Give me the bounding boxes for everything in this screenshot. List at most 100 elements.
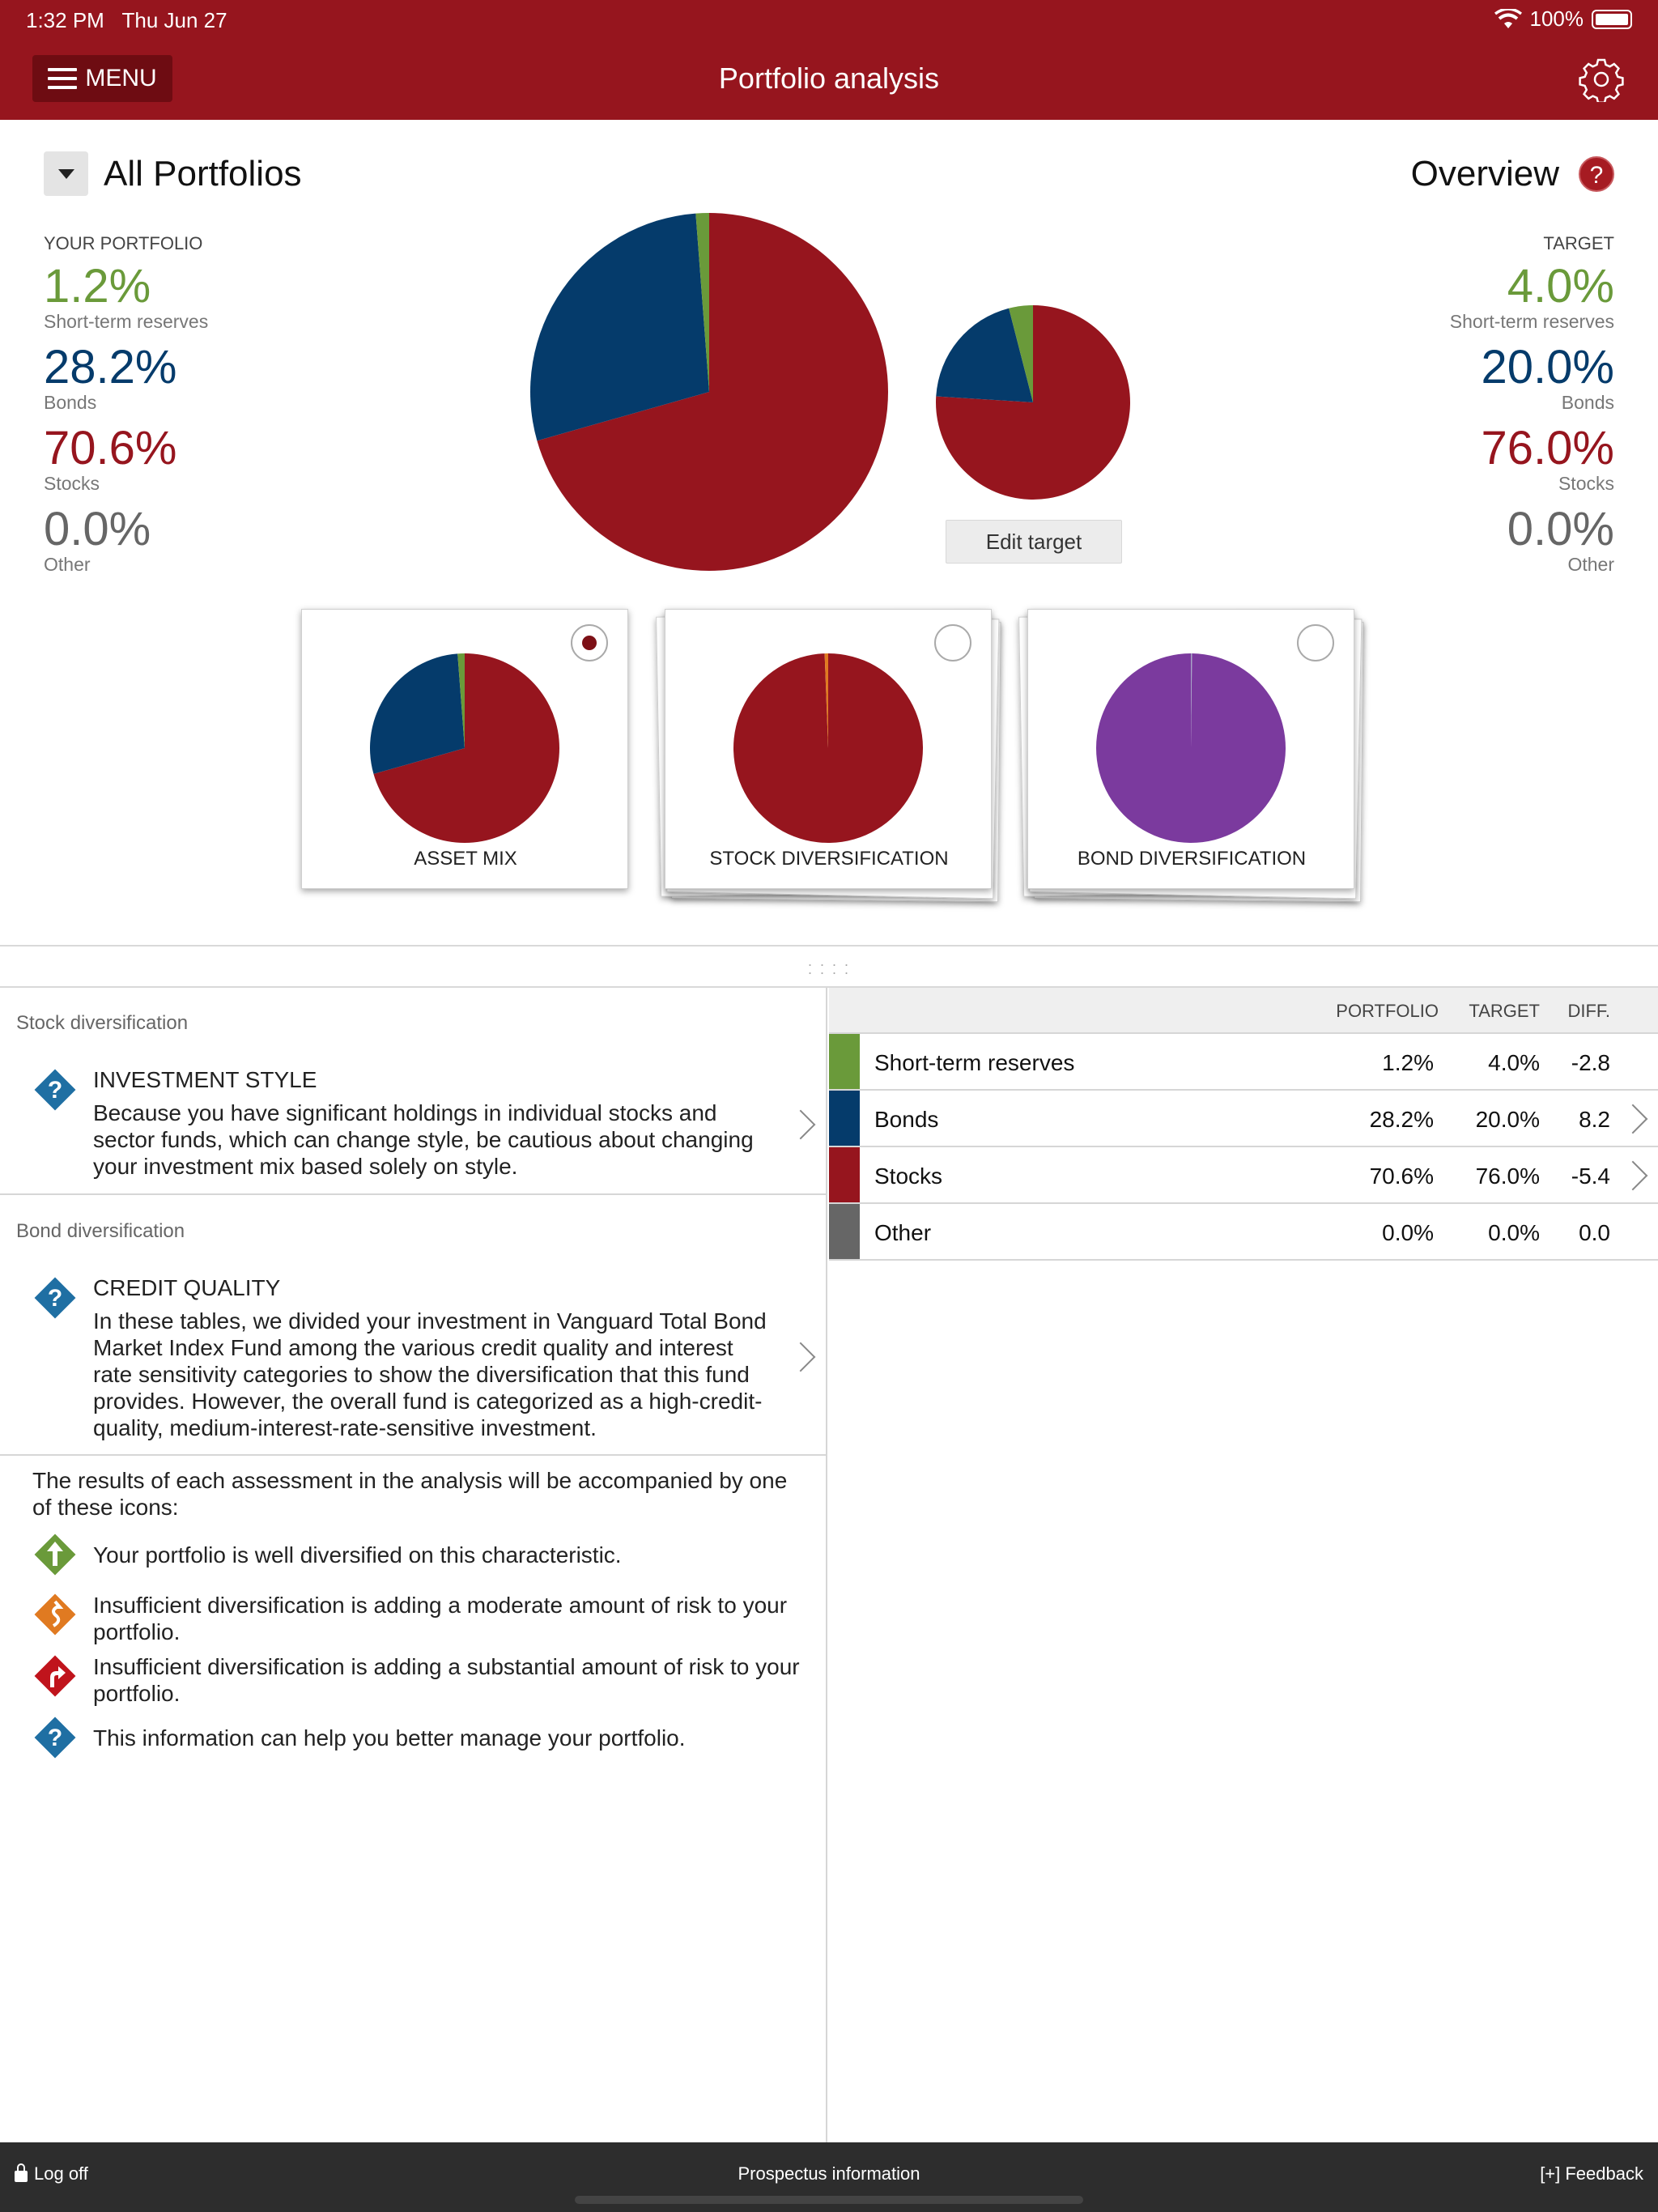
card-label: BOND DIVERSIFICATION xyxy=(1077,848,1307,870)
winding-road-orange-icon xyxy=(34,1593,76,1636)
prospectus-link[interactable]: Prospectus information xyxy=(738,2163,920,2184)
row-portfolio: 1.2% xyxy=(1382,1050,1434,1075)
your-portfolio-column: YOUR PORTFOLIO 1.2% Short-term reserves … xyxy=(44,233,287,586)
row-portfolio: 28.2% xyxy=(1369,1107,1434,1132)
gear-icon[interactable] xyxy=(1579,57,1624,102)
stat-label: Bonds xyxy=(1561,392,1614,413)
target-stat-bonds: 20.0% Bonds xyxy=(1371,343,1614,424)
logoff-label: Log off xyxy=(34,2163,88,2184)
stat-pct: 76.0% xyxy=(1481,422,1614,474)
bond-diversification-pie xyxy=(1096,653,1286,843)
pane-divider xyxy=(0,945,1658,946)
svg-text:?: ? xyxy=(48,1725,62,1751)
hamburger-icon xyxy=(48,68,78,89)
legend-item-well-diversified: Your portfolio is well diversified on th… xyxy=(32,1532,810,1577)
help-icon[interactable]: ? xyxy=(1579,156,1614,192)
card-label: ASSET MIX xyxy=(414,848,517,870)
status-indicators: 100% xyxy=(1494,6,1632,32)
investment-style-assessment[interactable]: ? INVESTMENT STYLE Because you have sign… xyxy=(0,1067,826,1180)
your-portfolio-heading: YOUR PORTFOLIO xyxy=(44,233,203,253)
stat-stocks: 70.6% Stocks xyxy=(44,424,287,505)
color-swatch xyxy=(829,1147,860,1202)
row-name: Other xyxy=(874,1220,932,1245)
info-question-icon: ? xyxy=(34,1716,76,1759)
stat-label: Stocks xyxy=(1558,473,1614,494)
color-swatch xyxy=(829,1034,860,1089)
stock-diversification-card[interactable]: STOCK DIVERSIFICATION xyxy=(656,609,1001,903)
footer-bar: Log off Prospectus information [+] Feedb… xyxy=(0,2142,1658,2212)
pie-slice-bonds xyxy=(1096,653,1286,843)
chevron-right-icon xyxy=(1618,1160,1648,1191)
asset-mix-pie xyxy=(370,653,559,843)
chevron-right-icon xyxy=(785,1109,816,1140)
row-target: 76.0% xyxy=(1475,1163,1540,1189)
stat-pct: 0.0% xyxy=(44,503,151,555)
menu-button[interactable]: MENU xyxy=(32,55,172,102)
row-diff: 8.2 xyxy=(1579,1107,1610,1132)
legend-text: Insufficient diversification is adding a… xyxy=(93,1593,788,1644)
legend-text: This information can help you better man… xyxy=(93,1725,686,1750)
stat-bonds: 28.2% Bonds xyxy=(44,343,287,424)
asset-mix-card[interactable]: ASSET MIX xyxy=(301,609,628,889)
asset-mix-radio[interactable] xyxy=(571,624,608,661)
stock-diversification-pie xyxy=(733,653,923,843)
status-date-text: Thu Jun 27 xyxy=(121,8,227,32)
section-divider xyxy=(0,1193,826,1195)
chevron-right-icon xyxy=(785,1342,816,1372)
pie-slice-short-term-reserves xyxy=(695,213,709,392)
row-name: Bonds xyxy=(874,1107,939,1132)
row-diff: 0.0 xyxy=(1579,1220,1610,1245)
table-row-short-term: Short-term reserves 1.2% 4.0% -2.8 xyxy=(829,1034,1658,1091)
pie-slice-bonds xyxy=(530,213,709,441)
card-face: STOCK DIVERSIFICATION xyxy=(665,609,992,889)
stat-pct: 70.6% xyxy=(44,422,177,474)
target-stat-stocks: 76.0% Stocks xyxy=(1371,424,1614,505)
pie-slice-bonds xyxy=(370,653,465,774)
svg-text:?: ? xyxy=(48,1077,62,1104)
stat-label: Short-term reserves xyxy=(44,311,209,332)
overview-title: Overview xyxy=(1410,154,1559,194)
row-diff: -2.8 xyxy=(1571,1050,1610,1075)
row-name: Stocks xyxy=(874,1163,943,1189)
row-target: 0.0% xyxy=(1488,1220,1540,1245)
assessment-heading: INVESTMENT STYLE xyxy=(93,1067,317,1092)
battery-percent: 100% xyxy=(1529,6,1584,31)
target-stat-short-term: 4.0% Short-term reserves xyxy=(1371,262,1614,343)
battery-icon xyxy=(1592,9,1632,29)
pie-slice-other xyxy=(1191,653,1192,748)
section-label-bond: Bond diversification xyxy=(16,1220,185,1242)
wifi-icon xyxy=(1494,8,1522,28)
status-time: 1:32 PM Thu Jun 27 xyxy=(26,8,227,33)
legend-item-information: ? This information can help you better m… xyxy=(32,1715,810,1760)
legend-text: Your portfolio is well diversified on th… xyxy=(93,1542,622,1568)
target-column: TARGET 4.0% Short-term reserves 20.0% Bo… xyxy=(1371,233,1614,586)
table-row-bonds[interactable]: Bonds 28.2% 20.0% 8.2 xyxy=(829,1091,1658,1147)
bond-diversification-card[interactable]: BOND DIVERSIFICATION xyxy=(1018,609,1364,903)
legend-item-substantial-risk: Insufficient diversification is adding a… xyxy=(32,1653,810,1707)
svg-text:?: ? xyxy=(48,1285,62,1312)
stock-diversification-radio[interactable] xyxy=(934,624,971,661)
credit-quality-assessment[interactable]: ? CREDIT QUALITY In these tables, we div… xyxy=(0,1275,826,1440)
stat-pct: 20.0% xyxy=(1481,341,1614,393)
app-header: 1:32 PM Thu Jun 27 100% MENU Portfolio a… xyxy=(0,0,1658,120)
portfolio-selector-title[interactable]: All Portfolios xyxy=(104,154,302,194)
row-target: 20.0% xyxy=(1475,1107,1540,1132)
row-name: Short-term reserves xyxy=(874,1050,1075,1075)
resize-grip-icon[interactable]: · · · · · · · · xyxy=(807,956,851,981)
portfolio-dropdown-button[interactable] xyxy=(44,151,88,196)
info-question-icon: ? xyxy=(34,1277,76,1319)
pie-slice-other xyxy=(824,653,828,748)
assessment-body: Because you have significant holdings in… xyxy=(93,1100,754,1179)
pie-slice-stocks xyxy=(537,213,888,571)
logoff-link[interactable]: Log off xyxy=(15,2163,88,2184)
assessment-heading: CREDIT QUALITY xyxy=(93,1275,281,1300)
table-row-stocks[interactable]: Stocks 70.6% 76.0% -5.4 xyxy=(829,1147,1658,1204)
target-stat-other: 0.0% Other xyxy=(1371,505,1614,586)
pie-slice-short-term-reserves xyxy=(457,653,465,748)
edit-target-button[interactable]: Edit target xyxy=(946,520,1122,564)
pie-slice-stocks xyxy=(373,653,559,843)
stat-other: 0.0% Other xyxy=(44,505,287,586)
feedback-link[interactable]: [+] Feedback xyxy=(1540,2163,1643,2184)
pie-slice-bonds xyxy=(936,308,1033,402)
bond-diversification-radio[interactable] xyxy=(1297,624,1334,661)
